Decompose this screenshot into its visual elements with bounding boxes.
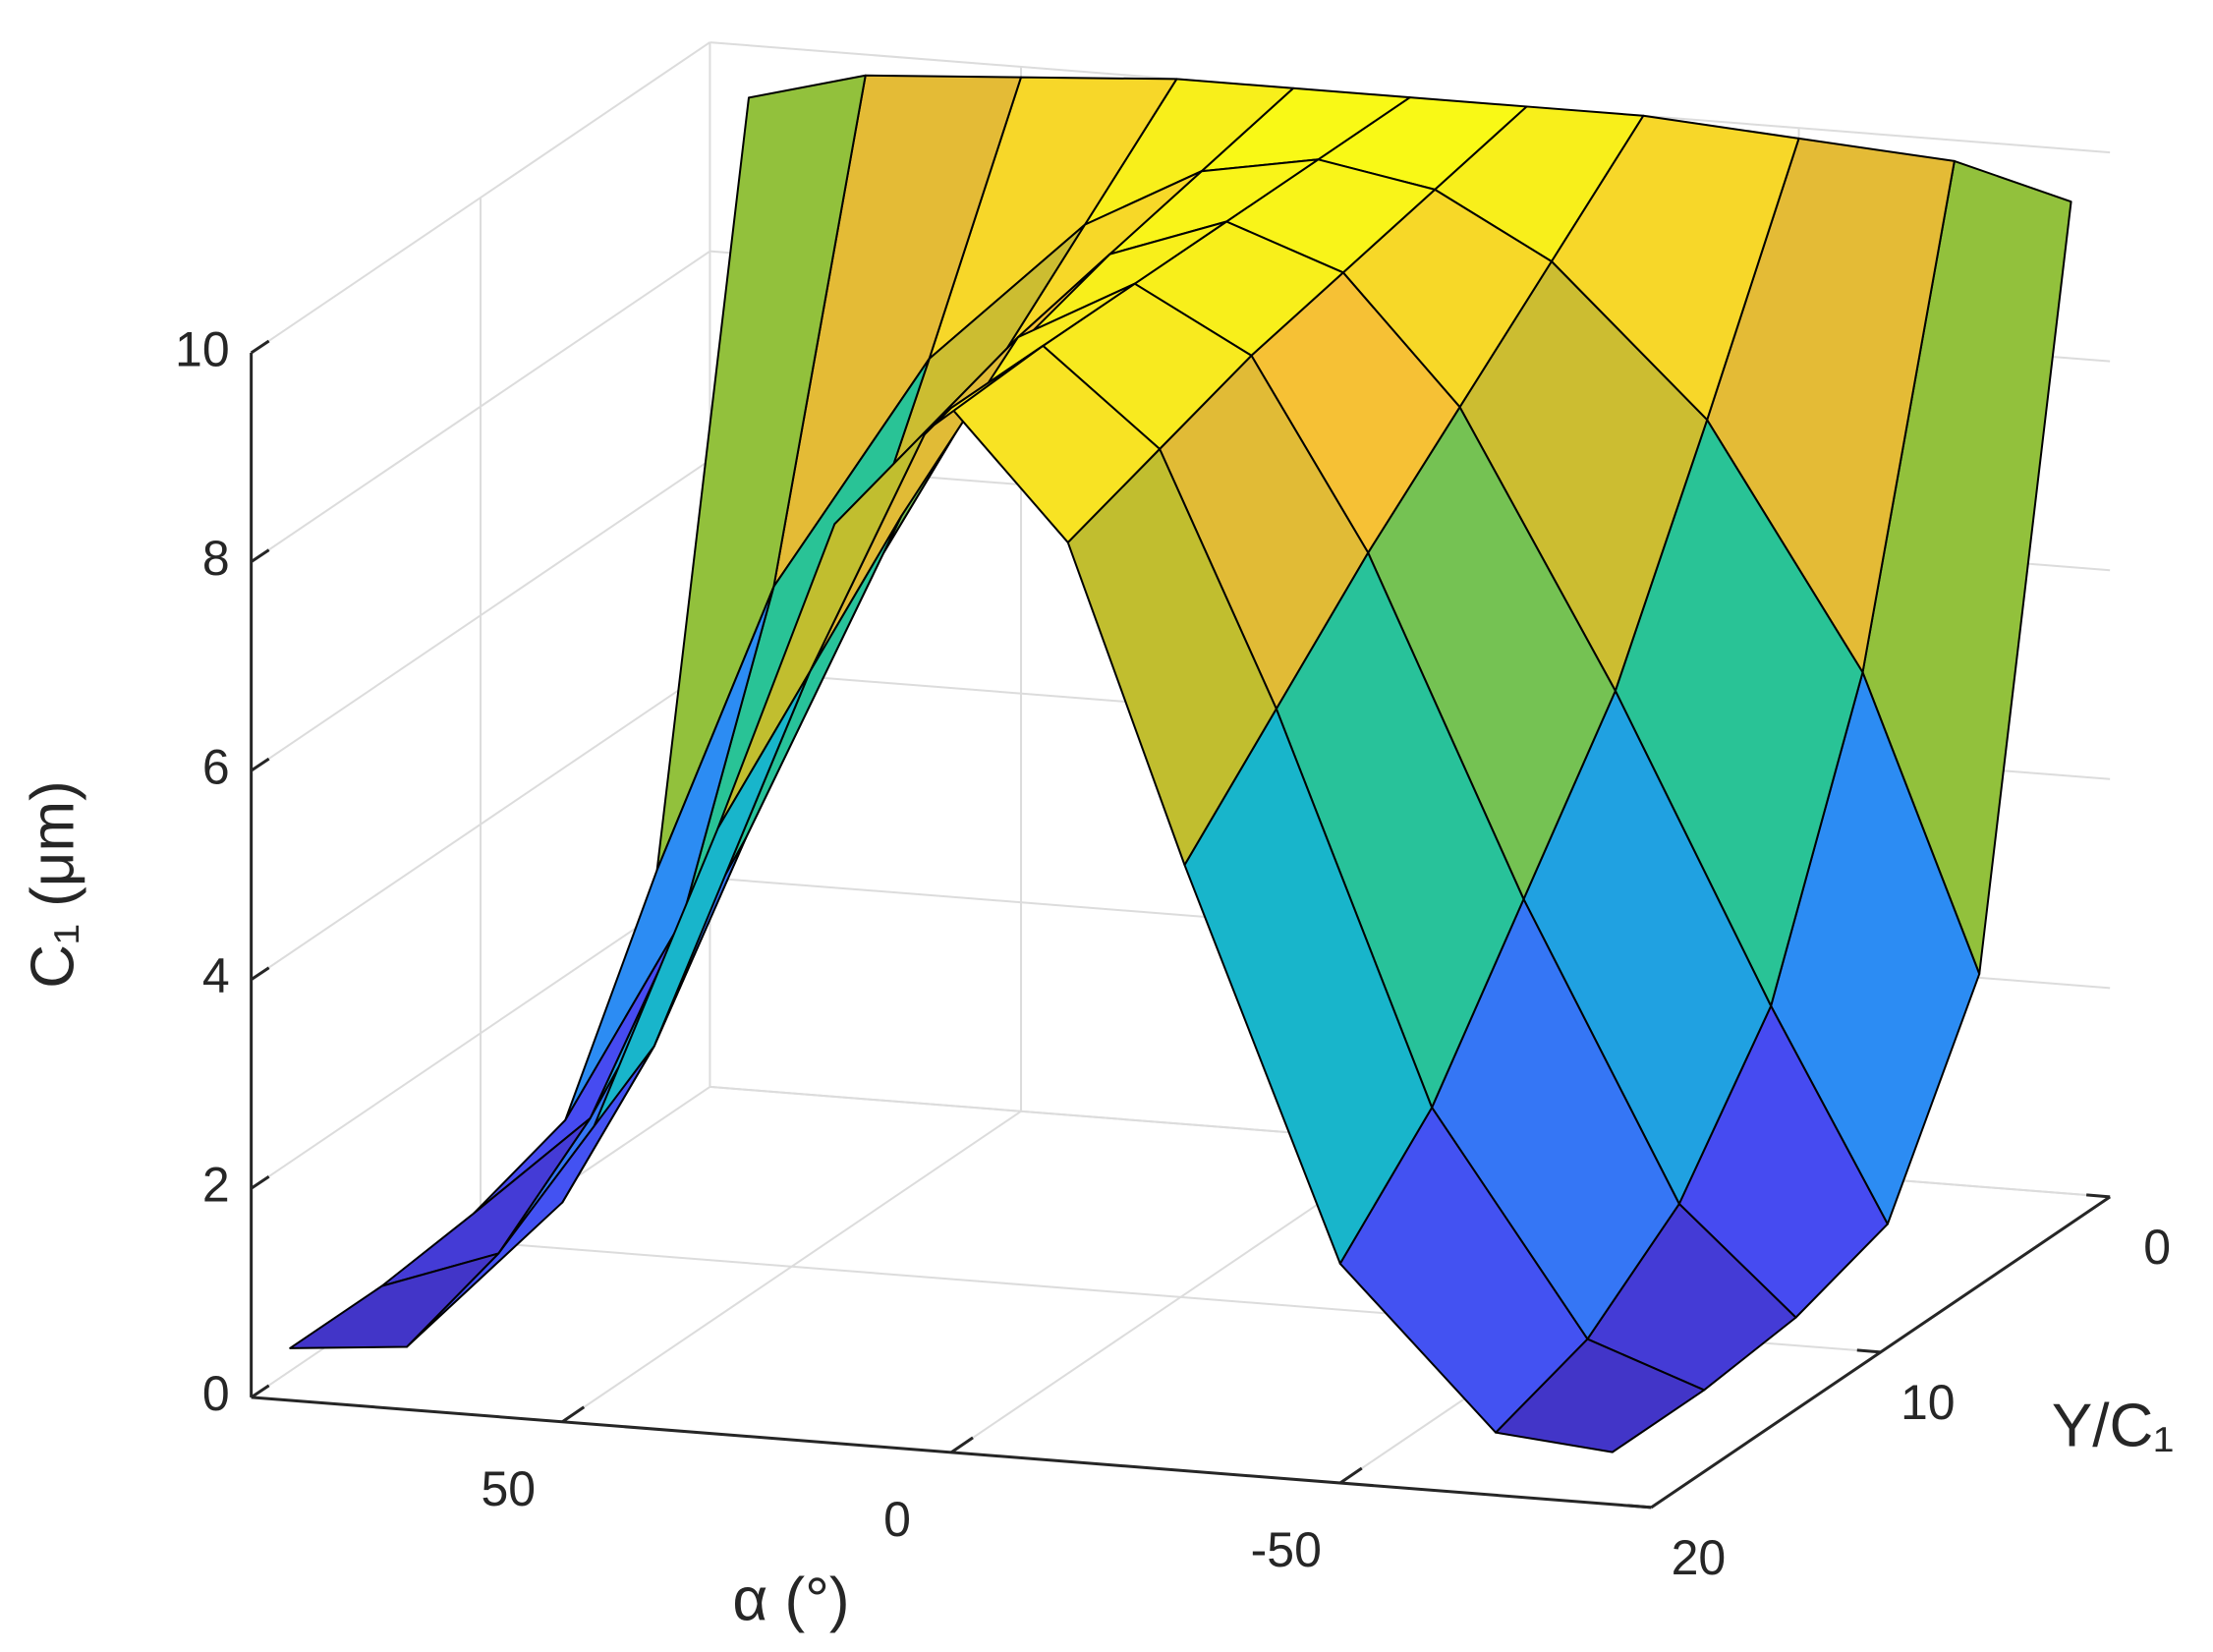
tick-mark — [950, 1436, 974, 1454]
y-axis-label: Y/C₁ — [2052, 1392, 2174, 1459]
tick-mark — [250, 339, 270, 355]
tick-mark — [1338, 1466, 1363, 1485]
x-tick-label: 50 — [481, 1461, 536, 1516]
tick-mark — [2086, 1193, 2111, 1199]
tick-mark — [250, 1175, 270, 1190]
z-tick-label: 8 — [202, 531, 230, 586]
tick-mark — [250, 1384, 270, 1399]
tick-mark — [250, 757, 270, 772]
surface-patch — [289, 1252, 500, 1349]
y-tick-label: 10 — [1901, 1375, 1956, 1430]
z-tick-label: 4 — [202, 948, 230, 1003]
z-tick-label: 10 — [175, 321, 230, 376]
z-tick-label: 2 — [202, 1158, 230, 1213]
x-tick-label: 0 — [883, 1492, 911, 1547]
z-tick-label: 0 — [202, 1366, 230, 1421]
z-axis-label: C₁ (μm) — [19, 780, 86, 989]
tick-mark — [1627, 1504, 1652, 1510]
tick-mark — [250, 548, 270, 563]
y-tick-label: 20 — [1672, 1530, 1727, 1585]
y-tick-label: 0 — [2143, 1220, 2171, 1275]
tick-mark — [561, 1405, 586, 1423]
tick-mark — [1856, 1348, 1881, 1354]
x-tick-label: -50 — [1251, 1522, 1322, 1577]
tick-mark — [250, 966, 270, 981]
x-axis-label: α (°) — [732, 1566, 849, 1633]
z-tick-label: 6 — [202, 739, 230, 794]
